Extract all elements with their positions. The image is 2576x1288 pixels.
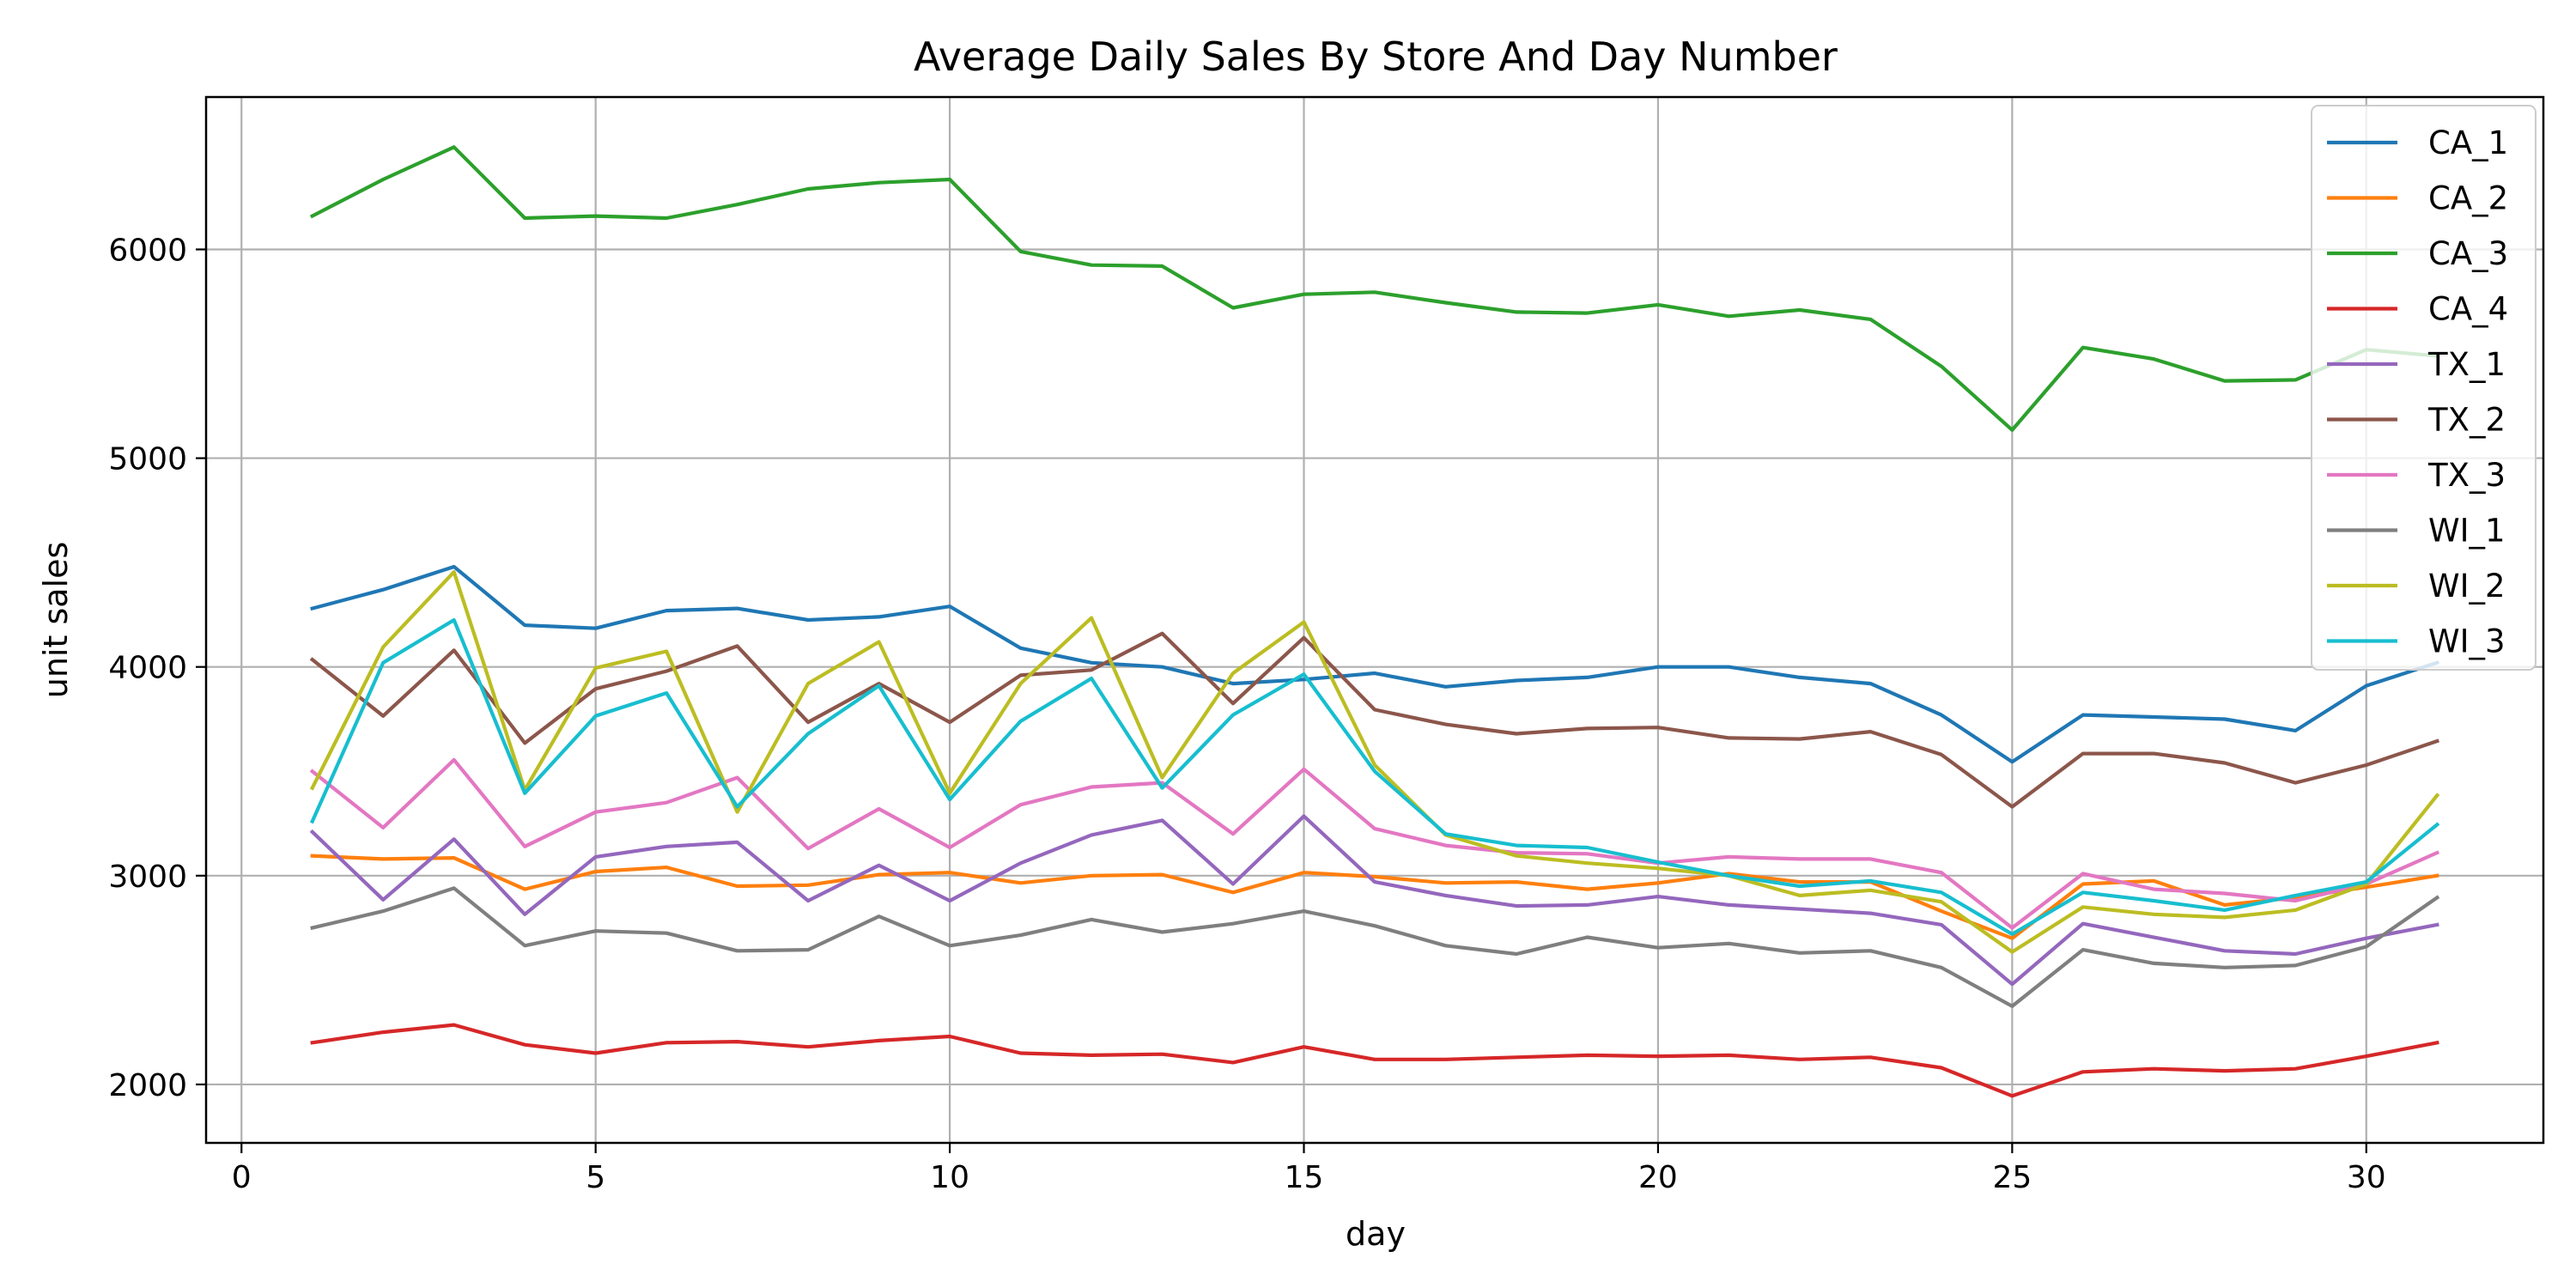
series-lines [309,145,2440,1098]
series-line-ca-1 [310,564,2439,764]
series-line-ca-4 [310,1023,2439,1098]
plot-area-frame [204,95,2545,1145]
chart-title: Average Daily Sales By Store And Day Num… [914,33,1838,80]
legend-label: CA_1 [2428,125,2508,161]
x-tick-label: 20 [1638,1160,1678,1195]
x-tick-label: 15 [1285,1160,1324,1195]
y-tick-label: 4000 [108,651,187,686]
series-line-wi-3 [309,617,2440,937]
x-tick-label: 5 [586,1160,605,1195]
y-axis-label: unit sales [37,542,75,699]
x-tick-label: 10 [930,1160,969,1195]
series-line-tx-2 [309,631,2439,809]
legend-label: CA_3 [2428,235,2508,272]
series-line-tx-1 [309,814,2439,987]
x-axis: 0 5 10 15 20 25 30 [232,1143,2386,1195]
series-line-ca-3 [309,145,2439,432]
legend-label: WI_1 [2428,513,2506,550]
x-tick-label: 25 [1992,1160,2032,1195]
series-line-ca-2 [310,854,2439,940]
legend-label: TX_1 [2427,346,2506,383]
y-tick-label: 5000 [108,442,187,477]
y-axis: 2000 3000 4000 5000 6000 [108,233,206,1103]
legend-label: WI_2 [2428,568,2506,605]
x-tick-label: 30 [2347,1160,2386,1195]
legend-label: CA_2 [2428,180,2508,217]
x-axis-label: day [1346,1215,1406,1253]
y-tick-label: 2000 [108,1068,187,1103]
legend-label: CA_4 [2428,291,2508,328]
grid-lines [206,97,2543,1143]
legend-label: WI_3 [2428,623,2506,660]
y-tick-label: 3000 [108,860,187,895]
series-line-wi-1 [310,886,2440,1008]
series-line-wi-2 [309,569,2440,954]
legend-label: TX_2 [2427,402,2506,439]
legend-label: TX_3 [2427,457,2506,494]
series-line-tx-3 [309,757,2440,930]
x-tick-label: 0 [232,1160,252,1195]
y-tick-label: 6000 [108,233,187,268]
legend: CA_1 CA_2 CA_3 CA_4 TX_1 TX_2 TX_3 WI_1 WI_2 WI_3 [2311,105,2537,671]
